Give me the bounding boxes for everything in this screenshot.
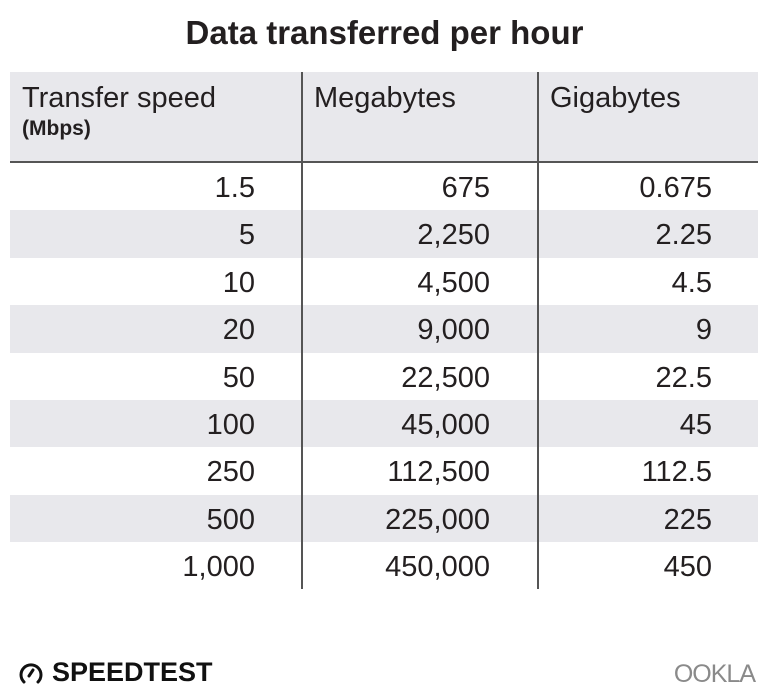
header-megabytes: Megabytes: [314, 82, 456, 114]
cell-megabytes: 112,500: [387, 456, 490, 489]
cell-megabytes: 450,000: [385, 551, 490, 584]
table-row: 5 2,250 2.25: [10, 210, 758, 258]
cell-megabytes: 45,000: [401, 408, 490, 441]
data-table: Transfer speed (Mbps) Megabytes Gigabyte…: [10, 72, 758, 590]
cell-megabytes: 2,250: [417, 219, 490, 252]
header-transfer-speed: Transfer speed (Mbps): [22, 82, 216, 141]
cell-speed: 250: [206, 456, 255, 489]
cell-gigabytes: 4.5: [671, 266, 712, 299]
table-header: Transfer speed (Mbps) Megabytes Gigabyte…: [10, 72, 758, 163]
table-row: 500 225,000 225: [10, 494, 758, 543]
cell-megabytes: 675: [441, 172, 490, 204]
speedometer-icon: [19, 662, 43, 683]
cell-gigabytes: 225: [663, 503, 712, 536]
cell-gigabytes: 2.25: [655, 219, 712, 252]
cell-speed: 10: [222, 266, 255, 299]
cell-megabytes: 225,000: [385, 503, 490, 536]
cell-megabytes: 22,500: [401, 361, 490, 394]
cell-gigabytes: 9: [695, 314, 712, 347]
table-row: 1.5 675 0.675: [10, 163, 758, 210]
table-row: 250 112,500 112.5: [10, 447, 758, 494]
cell-speed: 5: [238, 219, 255, 252]
chart-title: Data transferred per hour: [185, 14, 584, 51]
cell-megabytes: 4,500: [417, 266, 490, 299]
speedtest-wordmark: SPEEDTEST: [52, 657, 213, 687]
cell-speed: 50: [222, 361, 255, 394]
header-label: Transfer speed: [22, 82, 216, 114]
cell-gigabytes: 0.675: [639, 172, 712, 204]
header-gigabytes: Gigabytes: [550, 82, 681, 114]
cell-megabytes: 9,000: [417, 314, 490, 347]
table-row: 20 9,000 9: [10, 305, 758, 353]
cell-gigabytes: 112.5: [641, 456, 712, 489]
cell-speed: 1,000: [182, 551, 255, 584]
column-divider: [537, 72, 539, 589]
table-row: 100 45,000 45: [10, 399, 758, 448]
column-divider: [301, 72, 303, 589]
table-row: 1,000 450,000 450: [10, 542, 758, 589]
table-row: 50 22,500 22.5: [10, 353, 758, 400]
cell-speed: 500: [206, 503, 255, 536]
cell-gigabytes: 45: [679, 408, 712, 441]
cell-gigabytes: 450: [663, 551, 712, 584]
cell-speed: 1.5: [214, 172, 255, 204]
cell-speed: 20: [222, 314, 255, 347]
cell-gigabytes: 22.5: [655, 361, 712, 394]
header-unit: (Mbps): [22, 117, 91, 140]
cell-speed: 100: [206, 408, 255, 441]
ookla-logo: OOKLA: [673, 660, 756, 688]
speedtest-logo: SPEEDTEST: [18, 657, 213, 688]
table-row: 10 4,500 4.5: [10, 258, 758, 305]
